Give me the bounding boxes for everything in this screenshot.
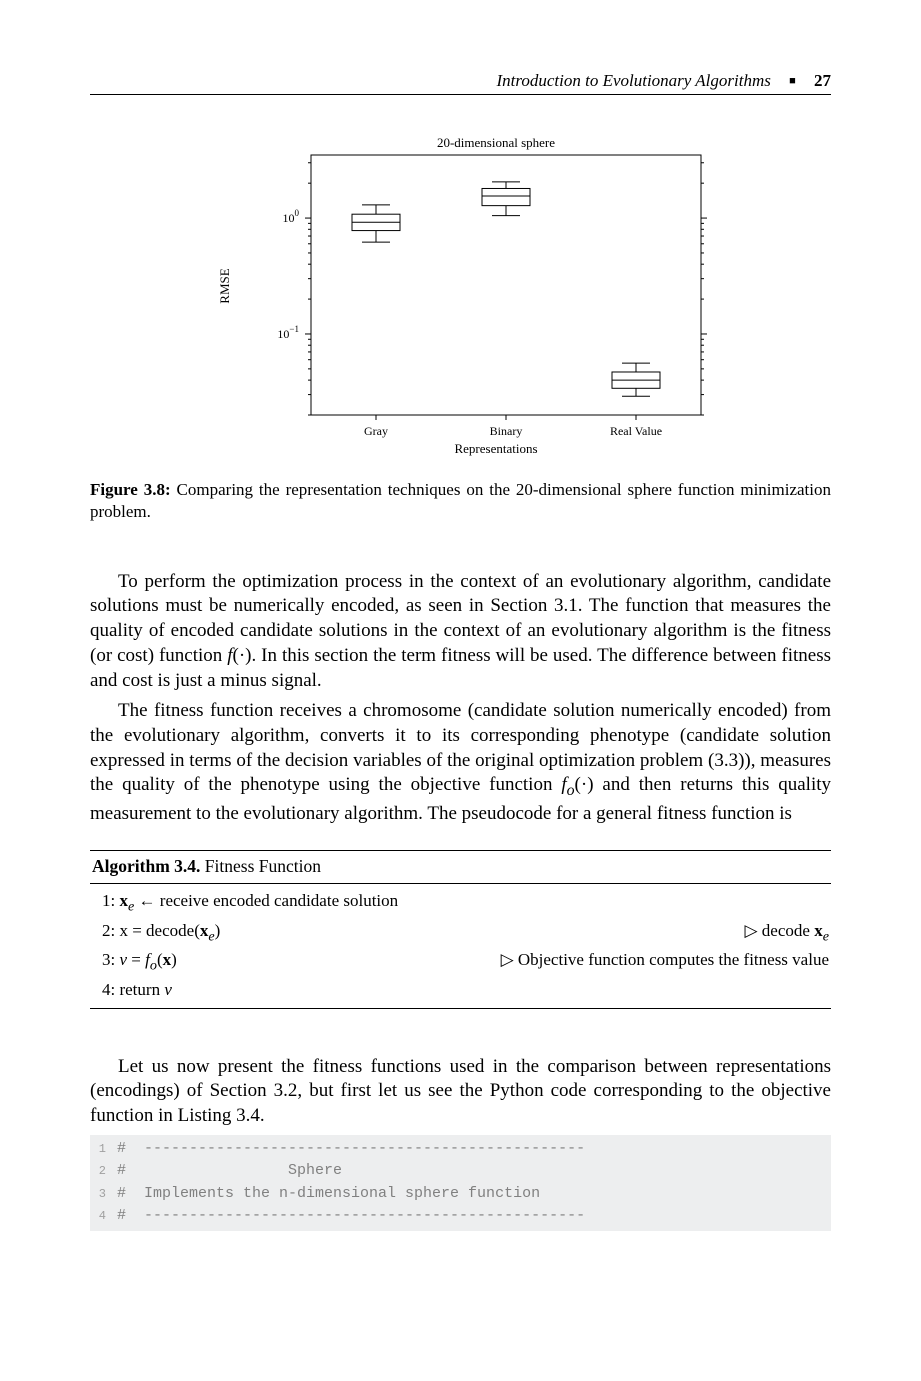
code-listing: 1 # ------------------------------------… [90,1135,831,1231]
code-line: 1 # ------------------------------------… [92,1138,829,1161]
svg-text:10−1: 10−1 [277,324,299,341]
code-line: 3 # Implements the n-dimensional sphere … [92,1183,829,1206]
algorithm-box: Algorithm 3.4. Fitness Function 1: xe ← … [90,850,831,1008]
figure-caption: Figure 3.8: Comparing the representation… [90,479,831,522]
algorithm-title: Algorithm 3.4. Fitness Function [90,850,831,884]
caption-label: Figure 3.8: [90,480,171,499]
svg-text:Gray: Gray [364,424,388,438]
page-header: Introduction to Evolutionary Algorithms … [90,70,831,95]
body-paragraph-2: The fitness function receives a chromoso… [90,699,831,826]
algorithm-line: 1: xe ← receive encoded candidate soluti… [102,888,829,918]
caption-text: Comparing the representation techniques … [90,480,831,520]
algorithm-line: 3: v = fo(x)▷ Objective function compute… [102,947,829,977]
algorithm-line: 4: return v [102,977,829,1003]
code-line: 2 # Sphere [92,1160,829,1183]
page-number: 27 [814,71,831,90]
figure-chart: 20-dimensional sphere RMSE Representatio… [90,131,831,467]
boxplot-svg: 20-dimensional sphere RMSE Representatio… [181,131,741,461]
code-line: 4 # ------------------------------------… [92,1205,829,1228]
body-paragraph-3: Let us now present the fitness functions… [90,1055,831,1129]
svg-text:100: 100 [282,208,299,225]
algorithm-number: Algorithm 3.4. [92,856,200,876]
chapter-title: Introduction to Evolutionary Algorithms [496,71,770,90]
svg-text:Binary: Binary [489,424,522,438]
algorithm-line: 2: x = decode(xe)▷ decode xe [102,918,829,948]
header-separator-icon: ■ [789,75,796,87]
svg-text:RMSE: RMSE [217,268,232,303]
svg-text:Representations: Representations [454,441,537,456]
algorithm-body: 1: xe ← receive encoded candidate soluti… [90,884,831,1008]
body-paragraph-1: To perform the optimization process in t… [90,570,831,693]
algorithm-name: Fitness Function [205,856,321,876]
svg-text:Real Value: Real Value [609,424,661,438]
svg-text:20-dimensional sphere: 20-dimensional sphere [436,135,554,150]
